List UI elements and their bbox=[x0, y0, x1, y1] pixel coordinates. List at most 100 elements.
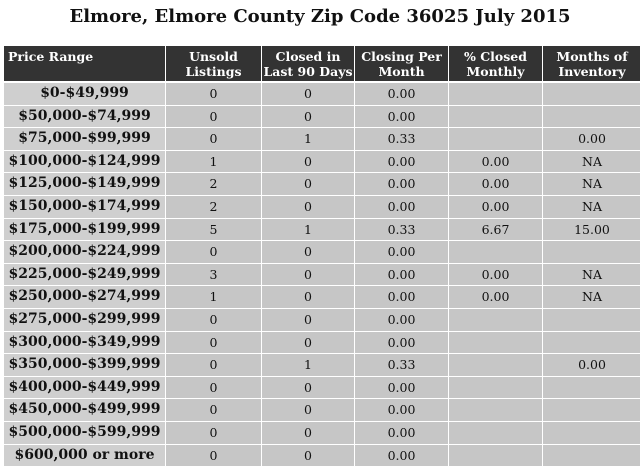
cell: 0.00 bbox=[449, 196, 542, 218]
cell: 5 bbox=[166, 219, 261, 241]
cell: 0 bbox=[262, 106, 354, 128]
cell: 0.00 bbox=[355, 106, 448, 128]
cell: 1 bbox=[262, 128, 354, 150]
price-range: $200,000-$224,999 bbox=[4, 241, 165, 263]
price-range: $250,000-$274,999 bbox=[4, 286, 165, 308]
header-text: % Closed bbox=[449, 49, 542, 64]
cell: 0.00 bbox=[449, 286, 542, 308]
cell: 0.00 bbox=[355, 173, 448, 195]
cell bbox=[543, 399, 640, 421]
cell: 0 bbox=[166, 106, 261, 128]
cell bbox=[449, 83, 542, 105]
price-range: $275,000-$299,999 bbox=[4, 309, 165, 331]
price-range: $225,000-$249,999 bbox=[4, 264, 165, 286]
cell: 0 bbox=[166, 332, 261, 354]
cell bbox=[543, 377, 640, 399]
cell: 0 bbox=[262, 264, 354, 286]
cell: 0.00 bbox=[355, 377, 448, 399]
cell: 0.00 bbox=[543, 128, 640, 150]
cell: 0 bbox=[166, 422, 261, 444]
cell: 0.00 bbox=[355, 241, 448, 263]
cell bbox=[449, 354, 542, 376]
cell: 0.00 bbox=[449, 173, 542, 195]
cell: 0 bbox=[166, 128, 261, 150]
header-text: Months of bbox=[543, 49, 640, 64]
cell: 0.00 bbox=[355, 196, 448, 218]
cell bbox=[449, 332, 542, 354]
cell bbox=[449, 422, 542, 444]
cell: 0.00 bbox=[355, 151, 448, 173]
cell: 0 bbox=[166, 354, 261, 376]
cell bbox=[543, 332, 640, 354]
cell: 0 bbox=[166, 445, 261, 466]
cell: 0.00 bbox=[355, 83, 448, 105]
cell: 0 bbox=[166, 377, 261, 399]
cell bbox=[449, 377, 542, 399]
cell: 0.00 bbox=[543, 354, 640, 376]
cell: 0.00 bbox=[355, 399, 448, 421]
cell: NA bbox=[543, 196, 640, 218]
header-text: Inventory bbox=[543, 64, 640, 79]
cell: 0.00 bbox=[355, 264, 448, 286]
price-range: $175,000-$199,999 bbox=[4, 219, 165, 241]
header-cell: Price Range bbox=[4, 46, 165, 81]
cell bbox=[543, 106, 640, 128]
title: Elmore, Elmore County Zip Code 36025 Jul… bbox=[0, 6, 640, 27]
cell: 0 bbox=[262, 377, 354, 399]
cell: 0 bbox=[262, 196, 354, 218]
cell bbox=[543, 445, 640, 466]
cell bbox=[449, 309, 542, 331]
cell: 0 bbox=[166, 83, 261, 105]
cell: 0.33 bbox=[355, 219, 448, 241]
price-range: $350,000-$399,999 bbox=[4, 354, 165, 376]
price-range: $500,000-$599,999 bbox=[4, 422, 165, 444]
cell bbox=[543, 83, 640, 105]
header-text: Monthly bbox=[449, 64, 542, 79]
price-range: $75,000-$99,999 bbox=[4, 128, 165, 150]
header-text: Price Range bbox=[8, 49, 165, 64]
cell: 1 bbox=[262, 354, 354, 376]
cell: 0 bbox=[262, 83, 354, 105]
cell bbox=[449, 399, 542, 421]
cell bbox=[449, 106, 542, 128]
cell bbox=[449, 128, 542, 150]
price-range: $400,000-$449,999 bbox=[4, 377, 165, 399]
cell: 1 bbox=[166, 286, 261, 308]
price-range: $50,000-$74,999 bbox=[4, 106, 165, 128]
cell: 0 bbox=[262, 332, 354, 354]
cell: 0.33 bbox=[355, 354, 448, 376]
cell: 0.00 bbox=[355, 445, 448, 466]
cell: 0 bbox=[166, 309, 261, 331]
cell: 0.00 bbox=[355, 422, 448, 444]
cell bbox=[449, 241, 542, 263]
cell: NA bbox=[543, 173, 640, 195]
cell: NA bbox=[543, 286, 640, 308]
header-text: Listings bbox=[166, 64, 261, 79]
cell: 1 bbox=[166, 151, 261, 173]
cell: 0 bbox=[262, 445, 354, 466]
header-text: Month bbox=[355, 64, 448, 79]
cell: NA bbox=[543, 151, 640, 173]
cell: 6.67 bbox=[449, 219, 542, 241]
price-range: $300,000-$349,999 bbox=[4, 332, 165, 354]
cell: 0 bbox=[262, 422, 354, 444]
price-range: $100,000-$124,999 bbox=[4, 151, 165, 173]
cell: 0.00 bbox=[449, 264, 542, 286]
cell bbox=[543, 241, 640, 263]
cell: 15.00 bbox=[543, 219, 640, 241]
price-range: $150,000-$174,999 bbox=[4, 196, 165, 218]
price-range: $450,000-$499,999 bbox=[4, 399, 165, 421]
cell: 0 bbox=[262, 151, 354, 173]
price-range: $125,000-$149,999 bbox=[4, 173, 165, 195]
cell bbox=[543, 422, 640, 444]
cell: NA bbox=[543, 264, 640, 286]
header-text: Closing Per bbox=[355, 49, 448, 64]
cell: 3 bbox=[166, 264, 261, 286]
cell: 1 bbox=[262, 219, 354, 241]
cell: 0 bbox=[166, 399, 261, 421]
